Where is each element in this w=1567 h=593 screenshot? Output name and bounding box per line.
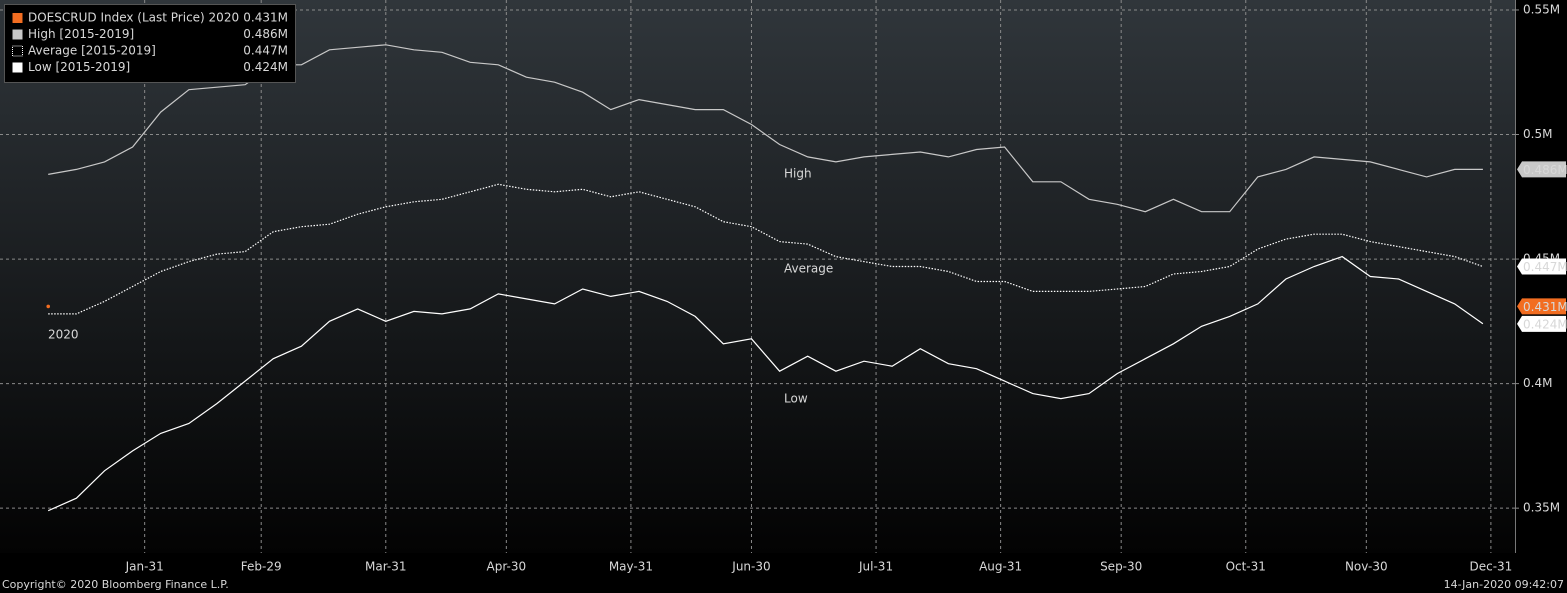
value-box-label: 0.447M <box>1523 260 1567 274</box>
series-line <box>48 183 1484 315</box>
plot-area <box>0 0 1515 553</box>
legend-swatch <box>12 62 23 73</box>
annotation: High <box>784 167 812 181</box>
legend-value: 0.431M <box>243 11 288 25</box>
x-tick-label: Aug-31 <box>979 560 1022 574</box>
value-box-label: 0.431M <box>1523 300 1567 314</box>
x-tick-label: Feb-29 <box>241 560 282 574</box>
data-point <box>46 304 51 309</box>
value-box <box>1517 161 1566 178</box>
legend-box <box>4 4 296 83</box>
legend: DOESCRUD Index (Last Price) 2020 0.431M Hi… <box>4 4 296 83</box>
value-box-label: 0.424M <box>1523 317 1567 331</box>
value-box-label: 0.486M <box>1523 163 1567 177</box>
y-tick-label: 0.4M <box>1523 376 1552 390</box>
series-line <box>47 255 1484 512</box>
legend-label: Average [2015-2019] <box>28 44 156 58</box>
legend-label: High [2015-2019] <box>28 27 134 41</box>
x-tick-label: Oct-31 <box>1226 560 1266 574</box>
timestamp: 14-Jan-2020 09:42:07 <box>1444 578 1564 591</box>
value-box <box>1517 315 1566 332</box>
annotation: Low <box>784 392 808 406</box>
x-tick-label: Mar-31 <box>365 560 406 574</box>
last-value-boxes: 0.431M 0.486M 0.447M 0.424M <box>1517 161 1567 332</box>
copyright: Copyright© 2020 Bloomberg Finance L.P. <box>2 578 229 591</box>
y-tick-label: 0.5M <box>1523 127 1552 141</box>
x-tick-label: Nov-30 <box>1345 560 1388 574</box>
annotation: Average <box>784 262 833 276</box>
x-tick-label: May-31 <box>609 560 653 574</box>
legend-value: 0.447M <box>243 44 288 58</box>
x-tick-label: Dec-31 <box>1469 560 1512 574</box>
annotations: 2020 High Average Low <box>48 167 833 406</box>
x-tick-label: Jun-30 <box>731 560 770 574</box>
value-box <box>1517 298 1566 315</box>
y-tick-label: 0.35M <box>1523 501 1560 515</box>
x-tick-label: Jan-31 <box>125 560 164 574</box>
legend-swatch <box>12 45 23 57</box>
y-tick-label: 0.55M <box>1523 2 1560 16</box>
legend-value: 0.486M <box>243 27 288 41</box>
value-box <box>1517 258 1566 275</box>
annotation: 2020 <box>48 328 79 342</box>
legend-label: Low [2015-2019] <box>28 60 130 74</box>
x-tick-label: Sep-30 <box>1100 560 1142 574</box>
legend-swatch <box>12 13 23 23</box>
legend-label: DOESCRUD Index (Last Price) 2020 <box>28 11 239 25</box>
legend-value: 0.424M <box>243 60 288 74</box>
x-tick-label: Jul-31 <box>858 560 893 574</box>
legend-swatch <box>12 29 23 40</box>
x-tick-label: Apr-30 <box>487 560 527 574</box>
